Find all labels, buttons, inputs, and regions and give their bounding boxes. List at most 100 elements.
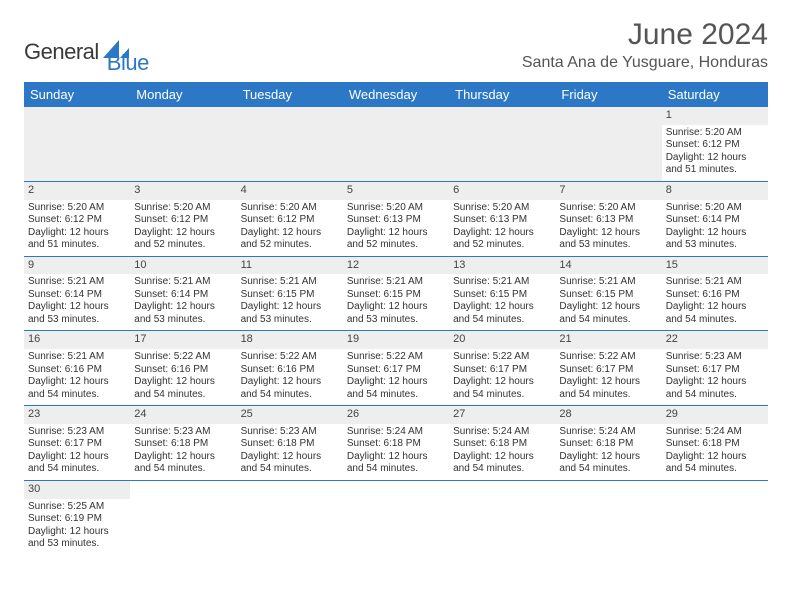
- daylight-line: Daylight: 12 hours and 53 minutes.: [347, 301, 445, 326]
- calendar-cell: 29Sunrise: 5:24 AMSunset: 6:18 PMDayligh…: [662, 406, 768, 481]
- day-number: 12: [343, 257, 449, 275]
- calendar-cell: 28Sunrise: 5:24 AMSunset: 6:18 PMDayligh…: [555, 406, 661, 481]
- sunrise-line: Sunrise: 5:20 AM: [666, 127, 764, 140]
- day-number: 25: [237, 406, 343, 424]
- logo-text-dark: General: [24, 39, 99, 65]
- calendar-cell: 4Sunrise: 5:20 AMSunset: 6:12 PMDaylight…: [237, 181, 343, 256]
- day-number: 14: [555, 257, 661, 275]
- sunset-line: Sunset: 6:15 PM: [559, 289, 657, 302]
- calendar-cell: 15Sunrise: 5:21 AMSunset: 6:16 PMDayligh…: [662, 256, 768, 331]
- daylight-line: Daylight: 12 hours and 54 minutes.: [559, 376, 657, 401]
- calendar-cell: 16Sunrise: 5:21 AMSunset: 6:16 PMDayligh…: [24, 331, 130, 406]
- calendar-cell: 9Sunrise: 5:21 AMSunset: 6:14 PMDaylight…: [24, 256, 130, 331]
- sunrise-line: Sunrise: 5:25 AM: [28, 501, 126, 514]
- sunrise-line: Sunrise: 5:21 AM: [28, 276, 126, 289]
- sunrise-line: Sunrise: 5:21 AM: [559, 276, 657, 289]
- sunrise-line: Sunrise: 5:24 AM: [347, 426, 445, 439]
- sunrise-line: Sunrise: 5:21 AM: [28, 351, 126, 364]
- day-number: 18: [237, 331, 343, 349]
- calendar-cell: [24, 107, 130, 181]
- calendar-cell: 17Sunrise: 5:22 AMSunset: 6:16 PMDayligh…: [130, 331, 236, 406]
- daylight-line: Daylight: 12 hours and 52 minutes.: [453, 227, 551, 252]
- sunset-line: Sunset: 6:14 PM: [28, 289, 126, 302]
- day-header: Tuesday: [237, 82, 343, 107]
- day-number: 1: [662, 107, 768, 125]
- sunset-line: Sunset: 6:18 PM: [134, 438, 232, 451]
- sunset-line: Sunset: 6:17 PM: [28, 438, 126, 451]
- calendar-cell: 6 Sunrise: 5:20 AMSunset: 6:13 PMDaylight…: [449, 181, 555, 256]
- sunset-line: Sunset: 6:19 PM: [28, 513, 126, 526]
- day-number: 6: [449, 182, 555, 200]
- day-number: 9: [24, 257, 130, 275]
- day-number: 30: [24, 481, 130, 499]
- calendar-cell: 10Sunrise: 5:21 AMSunset: 6:14 PMDayligh…: [130, 256, 236, 331]
- calendar-cell: 30 Sunrise: 5:25 AMSunset: 6:19 PMDayligh…: [24, 480, 130, 554]
- daylight-line: Daylight: 12 hours and 54 minutes.: [666, 376, 764, 401]
- calendar-cell: [130, 107, 236, 181]
- sunset-line: Sunset: 6:16 PM: [666, 289, 764, 302]
- day-number: 29: [662, 406, 768, 424]
- sunrise-line: Sunrise: 5:20 AM: [134, 202, 232, 215]
- calendar-cell: 11Sunrise: 5:21 AMSunset: 6:15 PMDayligh…: [237, 256, 343, 331]
- sunset-line: Sunset: 6:17 PM: [559, 364, 657, 377]
- calendar-cell: 3Sunrise: 5:20 AMSunset: 6:12 PMDaylight…: [130, 181, 236, 256]
- sunset-line: Sunset: 6:14 PM: [134, 289, 232, 302]
- daylight-line: Daylight: 12 hours and 54 minutes.: [559, 301, 657, 326]
- sunset-line: Sunset: 6:16 PM: [241, 364, 339, 377]
- sunset-line: Sunset: 6:13 PM: [453, 214, 551, 227]
- sunrise-line: Sunrise: 5:20 AM: [347, 202, 445, 215]
- calendar-cell: 22Sunrise: 5:23 AMSunset: 6:17 PMDayligh…: [662, 331, 768, 406]
- daylight-line: Daylight: 12 hours and 54 minutes.: [666, 451, 764, 476]
- sunrise-line: Sunrise: 5:24 AM: [666, 426, 764, 439]
- day-number: 20: [449, 331, 555, 349]
- sunset-line: Sunset: 6:13 PM: [347, 214, 445, 227]
- calendar-cell: 5Sunrise: 5:20 AMSunset: 6:13 PMDaylight…: [343, 181, 449, 256]
- calendar-cell: [555, 107, 661, 181]
- daylight-line: Daylight: 12 hours and 54 minutes.: [347, 451, 445, 476]
- calendar-row: 9Sunrise: 5:21 AMSunset: 6:14 PMDaylight…: [24, 256, 768, 331]
- sunset-line: Sunset: 6:12 PM: [241, 214, 339, 227]
- day-number: 3: [130, 182, 236, 200]
- sunrise-line: Sunrise: 5:22 AM: [241, 351, 339, 364]
- sunrise-line: Sunrise: 5:23 AM: [28, 426, 126, 439]
- sunset-line: Sunset: 6:17 PM: [453, 364, 551, 377]
- logo: General Blue: [24, 28, 149, 76]
- day-header-row: Sunday Monday Tuesday Wednesday Thursday…: [24, 82, 768, 107]
- sunrise-line: Sunrise: 5:21 AM: [347, 276, 445, 289]
- daylight-line: Daylight: 12 hours and 54 minutes.: [453, 301, 551, 326]
- sunrise-line: Sunrise: 5:23 AM: [241, 426, 339, 439]
- day-number: 13: [449, 257, 555, 275]
- calendar-row: 2Sunrise: 5:20 AMSunset: 6:12 PMDaylight…: [24, 181, 768, 256]
- day-number: 27: [449, 406, 555, 424]
- sunset-line: Sunset: 6:18 PM: [347, 438, 445, 451]
- calendar-cell: [555, 480, 661, 554]
- sunrise-line: Sunrise: 5:21 AM: [134, 276, 232, 289]
- calendar-cell: 25Sunrise: 5:23 AMSunset: 6:18 PMDayligh…: [237, 406, 343, 481]
- day-number: 8: [662, 182, 768, 200]
- sunrise-line: Sunrise: 5:20 AM: [666, 202, 764, 215]
- day-number: 22: [662, 331, 768, 349]
- sunrise-line: Sunrise: 5:20 AM: [453, 202, 551, 215]
- daylight-line: Daylight: 12 hours and 53 minutes.: [28, 301, 126, 326]
- location: Santa Ana de Yusguare, Honduras: [522, 54, 768, 72]
- sunset-line: Sunset: 6:12 PM: [28, 214, 126, 227]
- calendar-cell: [237, 480, 343, 554]
- daylight-line: Daylight: 12 hours and 54 minutes.: [559, 451, 657, 476]
- sunset-line: Sunset: 6:12 PM: [666, 139, 764, 152]
- day-header: Saturday: [662, 82, 768, 107]
- calendar-cell: [343, 107, 449, 181]
- sunrise-line: Sunrise: 5:22 AM: [559, 351, 657, 364]
- sunset-line: Sunset: 6:12 PM: [134, 214, 232, 227]
- sunset-line: Sunset: 6:14 PM: [666, 214, 764, 227]
- calendar-cell: [343, 480, 449, 554]
- sunrise-line: Sunrise: 5:21 AM: [453, 276, 551, 289]
- calendar-cell: 27Sunrise: 5:24 AMSunset: 6:18 PMDayligh…: [449, 406, 555, 481]
- day-number: 10: [130, 257, 236, 275]
- calendar-cell: [237, 107, 343, 181]
- daylight-line: Daylight: 12 hours and 54 minutes.: [666, 301, 764, 326]
- sunrise-line: Sunrise: 5:20 AM: [241, 202, 339, 215]
- daylight-line: Daylight: 12 hours and 53 minutes.: [28, 526, 126, 551]
- daylight-line: Daylight: 12 hours and 52 minutes.: [347, 227, 445, 252]
- day-number: 23: [24, 406, 130, 424]
- daylight-line: Daylight: 12 hours and 52 minutes.: [241, 227, 339, 252]
